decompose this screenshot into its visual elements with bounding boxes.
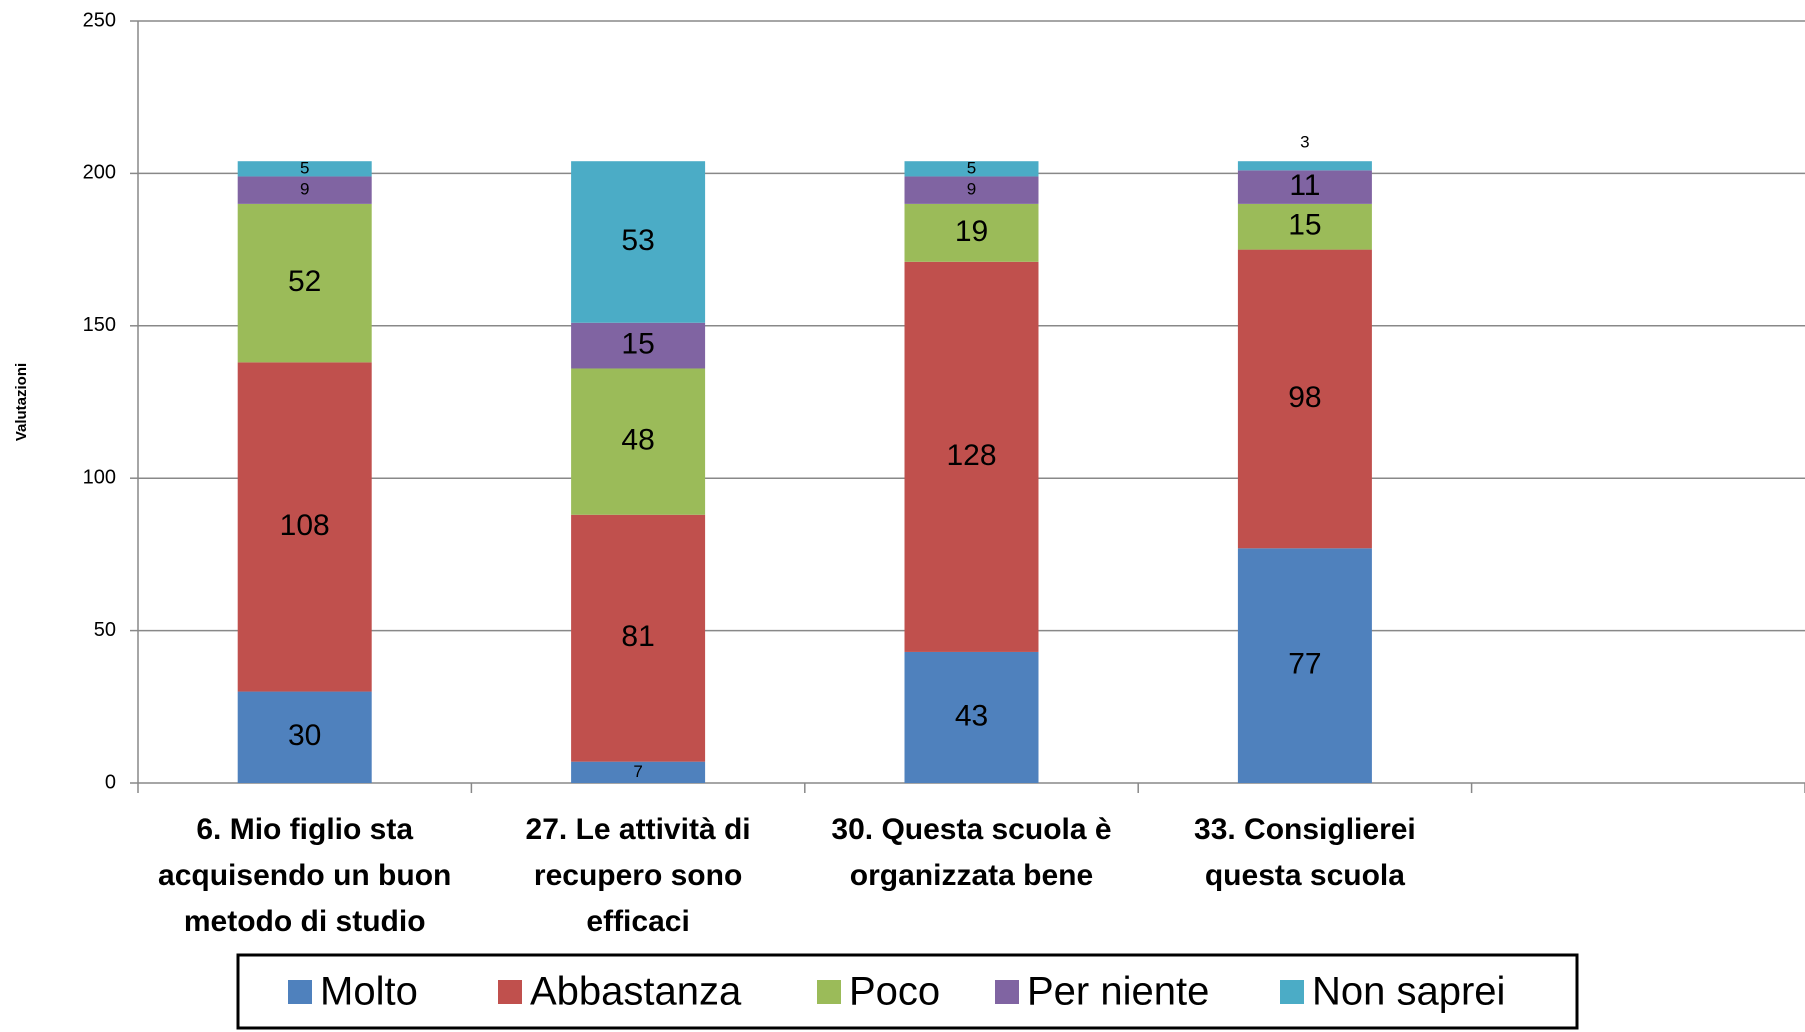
- x-tick-label: 30. Questa scuola è organizzata bene: [831, 813, 1111, 892]
- data-label: 5: [967, 158, 976, 177]
- x-tick-label-line: 6. Mio figlio sta: [196, 813, 413, 846]
- bar-segment: [237, 203, 372, 363]
- bar-segment: [237, 691, 372, 783]
- x-tick-label-line: metodo di studio: [184, 905, 426, 938]
- data-label: 15: [621, 328, 654, 361]
- data-label: 128: [946, 439, 996, 472]
- legend-label: Non saprei: [1312, 970, 1505, 1014]
- x-tick-label: 27. Le attività di recupero sono efficaci: [526, 813, 751, 938]
- y-tick-label: 50: [94, 619, 116, 641]
- bar-segment: [571, 368, 706, 515]
- bar-segment: [571, 761, 706, 783]
- data-label: 9: [967, 180, 976, 199]
- data-label: 98: [1288, 381, 1321, 414]
- data-label: 108: [280, 509, 330, 542]
- data-label: 53: [621, 224, 654, 257]
- x-tick-label-line: organizzata bene: [850, 859, 1093, 892]
- legend-box: [236, 953, 1579, 1030]
- x-tick-label: 33. Consiglierei questa scuola: [1194, 813, 1416, 892]
- data-label: 11: [1289, 169, 1320, 202]
- x-tick-label-line: questa scuola: [1205, 859, 1405, 892]
- data-label: 5: [300, 158, 309, 177]
- legend-swatch: [995, 980, 1019, 1004]
- legend-swatch: [817, 980, 841, 1004]
- data-label: 19: [955, 215, 988, 248]
- bar-segment: [1237, 161, 1372, 171]
- legend-label: Poco: [849, 970, 940, 1014]
- legend-label: Per niente: [1027, 970, 1209, 1014]
- data-label: 15: [1288, 209, 1321, 242]
- bar-segment: [904, 176, 1039, 204]
- y-tick-label: 250: [83, 9, 116, 31]
- y-tick-label: 0: [105, 771, 116, 793]
- bar-segment: [571, 161, 706, 323]
- bar-segment: [1237, 170, 1372, 204]
- x-tick-label: 6. Mio figlio sta acquisendo un buon metod…: [158, 813, 451, 938]
- bar-segment: [571, 514, 706, 762]
- bar-segment: [571, 322, 706, 369]
- bar-segment: [1237, 548, 1372, 783]
- bar-segment: [237, 161, 372, 177]
- y-tick-label: 200: [83, 162, 116, 184]
- bar-segment: [904, 161, 1039, 177]
- x-tick-label-line: 33. Consiglierei: [1194, 813, 1416, 846]
- legend-label: Abbastanza: [530, 970, 742, 1014]
- legend-swatch: [288, 980, 312, 1004]
- legend-swatch: [1280, 980, 1304, 1004]
- data-label: 9: [300, 180, 309, 199]
- legend-swatch: [498, 980, 522, 1004]
- data-label: 30: [288, 719, 321, 752]
- data-label: 77: [1288, 648, 1321, 681]
- data-label: 43: [955, 699, 988, 732]
- x-tick-label-line: 30. Questa scuola è: [831, 813, 1111, 846]
- data-label: 48: [621, 424, 654, 457]
- x-tick-label-line: 27. Le attività di: [526, 813, 751, 846]
- y-axis-title: Valutazioni: [13, 363, 30, 441]
- bar-segment: [904, 651, 1039, 783]
- bar-segment: [1237, 203, 1372, 250]
- bar-segment: [1237, 249, 1372, 549]
- data-label: 81: [621, 620, 654, 653]
- bar-segment: [904, 261, 1039, 652]
- x-tick-label-line: recupero sono: [534, 859, 742, 892]
- x-tick-label-line: efficaci: [586, 905, 689, 938]
- y-tick-label: 150: [83, 314, 116, 336]
- x-tick-label-line: acquisendo un buon: [158, 859, 451, 892]
- legend-label: Molto: [320, 970, 418, 1014]
- data-label: 7: [633, 762, 642, 781]
- y-tick-label: 100: [83, 466, 116, 488]
- data-label: 3: [1300, 133, 1309, 152]
- bar-segment: [237, 362, 372, 692]
- data-label: 52: [288, 265, 321, 298]
- bar-segment: [904, 203, 1039, 262]
- bar-segment: [237, 176, 372, 204]
